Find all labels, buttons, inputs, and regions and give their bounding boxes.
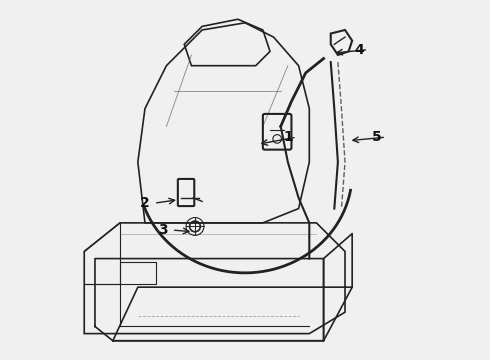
Text: 1: 1: [283, 130, 293, 144]
Text: 4: 4: [354, 42, 364, 57]
Text: 5: 5: [372, 130, 382, 144]
Text: 2: 2: [140, 196, 150, 210]
Text: 3: 3: [158, 223, 168, 237]
